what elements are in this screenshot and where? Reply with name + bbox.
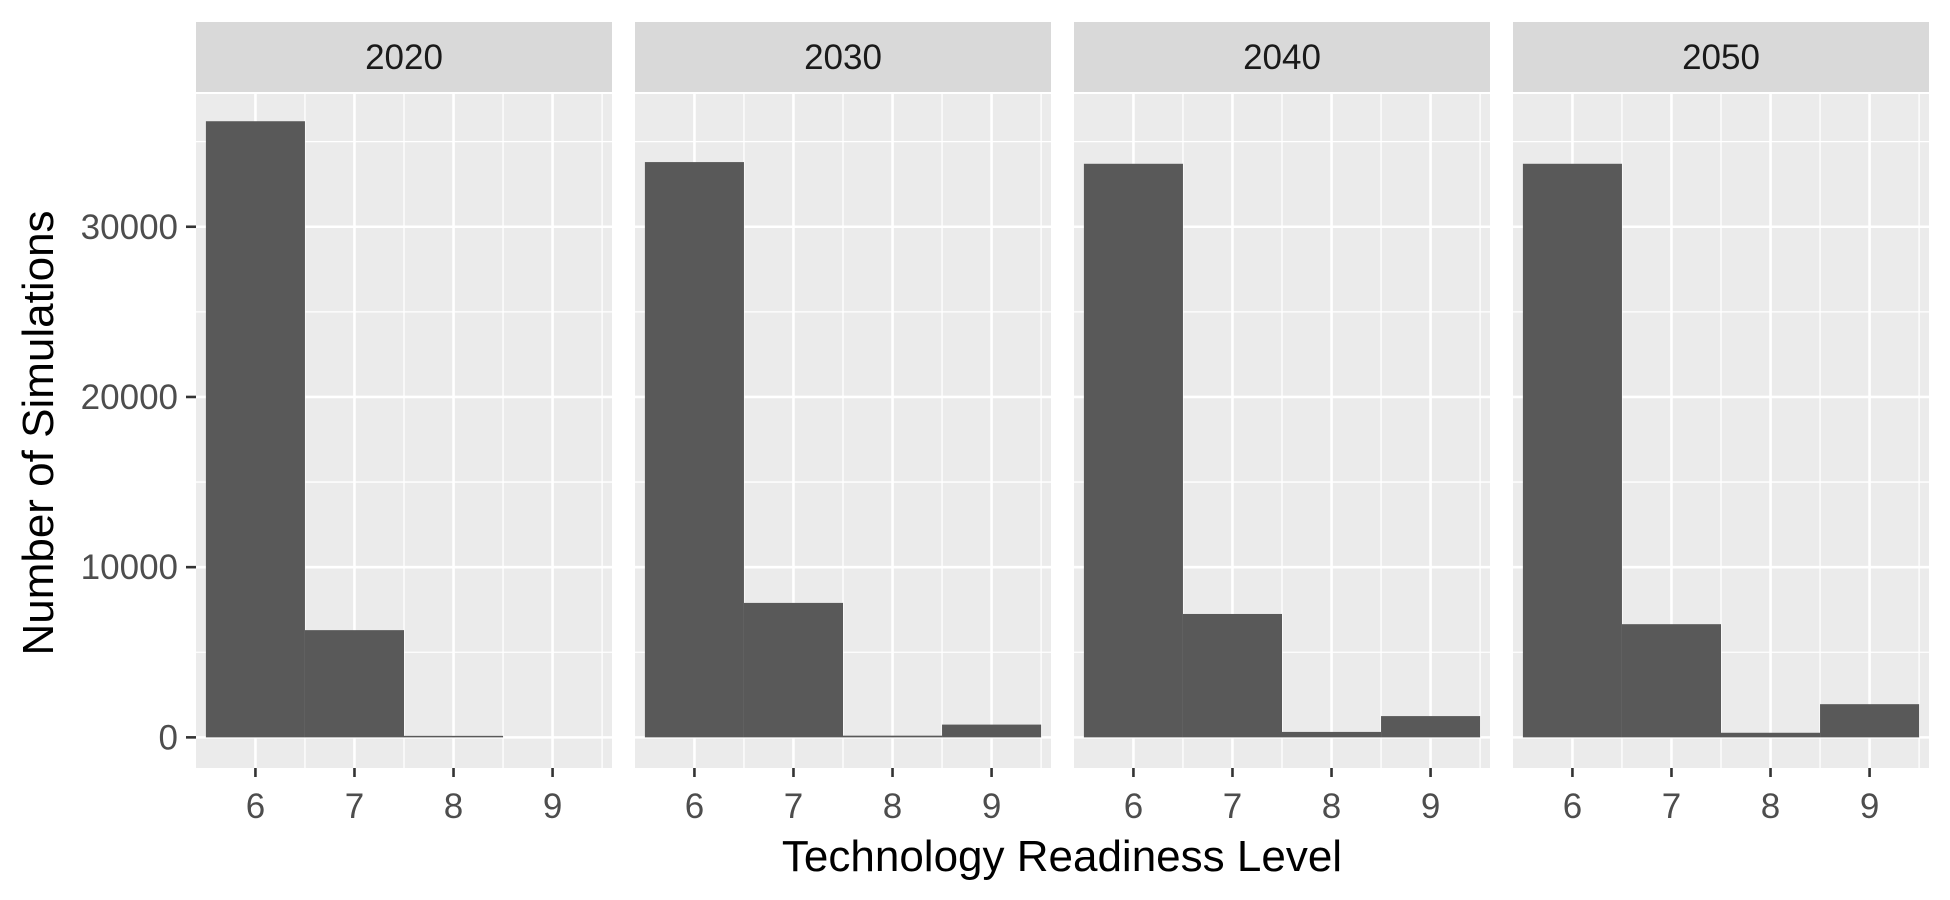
x-tick-label: 9	[982, 787, 1001, 826]
x-tick-label: 9	[1860, 787, 1879, 826]
x-tick-label: 7	[1662, 787, 1681, 826]
x-tick-label: 6	[1124, 787, 1143, 826]
facet-strip	[196, 22, 612, 92]
facet-strip-label: 2030	[804, 38, 882, 77]
y-tick-label: 10000	[81, 548, 178, 587]
panel-2050: 2050 6 7 8 9	[1513, 22, 1929, 826]
bar-2040-trl-9	[1381, 716, 1481, 738]
y-tick-label: 30000	[81, 208, 178, 247]
x-tick-label: 8	[444, 787, 463, 826]
bar-2040-trl-8	[1282, 731, 1382, 738]
x-tick-label: 7	[345, 787, 364, 826]
facet-strip	[1513, 22, 1929, 92]
bar-2050-trl-8	[1721, 732, 1821, 738]
bar-2030-trl-6	[644, 162, 744, 738]
panel-2020: 2020 6 7 8 9	[196, 22, 612, 826]
bar-2030-trl-8	[843, 735, 943, 738]
x-tick-label: 6	[685, 787, 704, 826]
x-tick-label: 7	[1223, 787, 1242, 826]
y-axis: 0 10000 20000 30000	[81, 208, 196, 757]
panel-2030: 2030 6 7 8 9	[635, 22, 1051, 826]
bar-2040-trl-7	[1182, 613, 1282, 738]
bar-2050-trl-7	[1621, 624, 1721, 738]
y-tick-label: 0	[159, 718, 178, 757]
facet-strip	[1074, 22, 1490, 92]
bar-2020-trl-7	[304, 630, 404, 738]
bar-2030-trl-9	[942, 724, 1042, 738]
x-tick-label: 6	[246, 787, 265, 826]
bar-2030-trl-7	[743, 602, 843, 738]
x-tick-label: 9	[543, 787, 562, 826]
y-axis-title: Number of Simulations	[14, 210, 63, 655]
facet-strip-label: 2040	[1243, 38, 1321, 77]
x-tick-label: 9	[1421, 787, 1440, 826]
x-tick-label: 8	[883, 787, 902, 826]
bar-2020-trl-6	[205, 121, 305, 738]
x-tick-label: 8	[1761, 787, 1780, 826]
bar-2050-trl-9	[1820, 704, 1920, 738]
x-tick-label: 6	[1563, 787, 1582, 826]
x-tick-label: 7	[784, 787, 803, 826]
facet-strip	[635, 22, 1051, 92]
x-tick-label: 8	[1322, 787, 1341, 826]
bar-2020-trl-8	[404, 735, 504, 738]
facet-strip-label: 2020	[365, 38, 443, 77]
bar-2040-trl-6	[1083, 163, 1183, 738]
y-tick-label: 20000	[81, 378, 178, 417]
bar-2050-trl-6	[1522, 163, 1622, 738]
panel-2040: 2040 6 7 8 9	[1074, 22, 1490, 826]
facet-strip-label: 2050	[1682, 38, 1760, 77]
panels: 2020 6 7 8 9 2030 6 7 8 9 2040 6 7 8 9 2050 6 7 8 9	[196, 22, 1929, 826]
x-axis-title: Technology Readiness Level	[782, 832, 1342, 881]
